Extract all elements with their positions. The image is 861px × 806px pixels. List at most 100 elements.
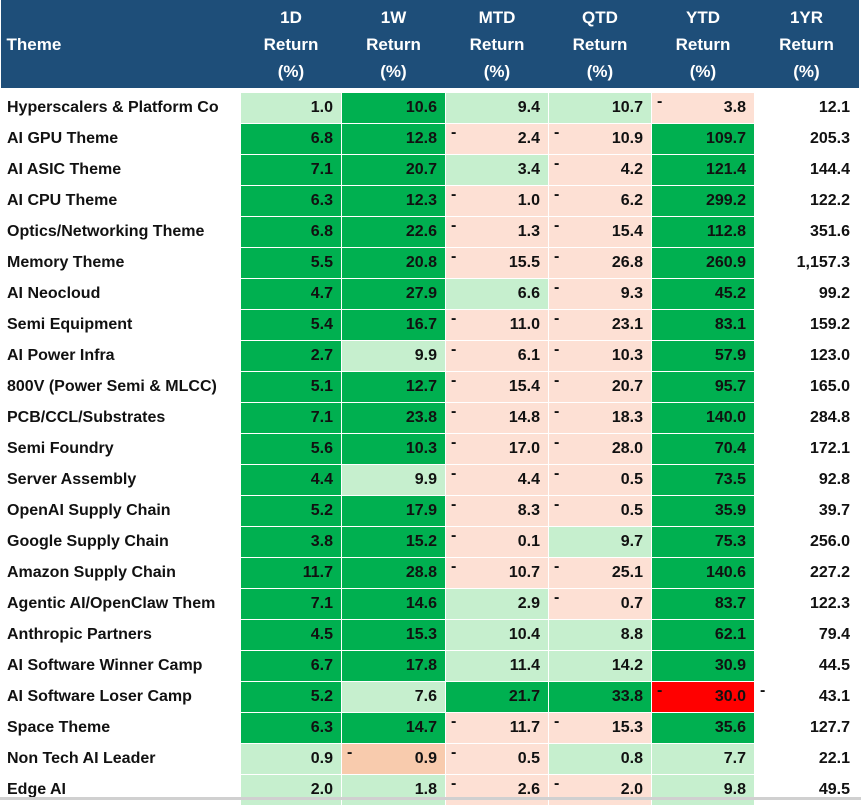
cell-1d: 3.8 (240, 526, 342, 558)
cell-qtd: - 20.7 (548, 371, 652, 403)
cell-1yr: - 43.1 (754, 681, 859, 713)
cell-value: 33.8 (611, 688, 643, 705)
cell-value: 16.7 (405, 316, 437, 333)
cell-qtd: - 2.0 (548, 774, 652, 806)
cell-value: 49.5 (818, 781, 850, 798)
cell-value: 1.3 (517, 223, 540, 240)
cell-value: 75.3 (714, 533, 746, 550)
cell-mtd: - 6.1 (445, 340, 549, 372)
cell-1d: 5.1 (240, 371, 342, 403)
cell-value: 4.4 (517, 471, 540, 488)
cell-value: 14.8 (508, 409, 540, 426)
theme-name: Optics/Networking Theme (0, 216, 241, 248)
cell-value: 14.7 (405, 719, 437, 736)
cell-1yr: 122.2 (754, 185, 859, 217)
cell-value: 299.2 (705, 192, 746, 209)
cell-mtd: 9.4 (445, 92, 549, 124)
cell-value: 83.7 (714, 595, 746, 612)
cell-value: 144.4 (809, 161, 850, 178)
theme-name: Edge AI (0, 774, 241, 806)
cell-mtd: - 8.3 (445, 495, 549, 527)
cell-mtd: - 1.0 (445, 185, 549, 217)
cell-1d: 4.7 (240, 278, 342, 310)
cell-1w: 17.8 (341, 650, 446, 682)
cell-mtd: - 4.4 (445, 464, 549, 496)
cell-ytd: - 30.0 (651, 681, 755, 713)
cell-1yr: 122.3 (754, 588, 859, 620)
cell-value: 256.0 (809, 533, 850, 550)
cell-mtd: 6.6 (445, 278, 549, 310)
cell-value: 11.0 (509, 316, 540, 333)
cell-value: 6.6 (517, 285, 540, 302)
cell-value: 95.7 (714, 378, 746, 395)
cell-ytd: 73.5 (651, 464, 755, 496)
cell-value: 22.6 (405, 223, 437, 240)
cell-1d: 11.7 (240, 557, 342, 589)
cell-1w: 16.7 (341, 309, 446, 341)
negative-sign: - (451, 527, 457, 545)
cell-value: 8.8 (620, 626, 643, 643)
cell-value: 5.2 (310, 502, 333, 519)
cell-mtd: - 1.3 (445, 216, 549, 248)
table-row: Space Theme 6.3 14.7-11.7-15.3 35.6 127.7 (0, 712, 859, 744)
theme-name: Hyperscalers & Platform Co (0, 92, 241, 124)
cell-1w: 17.9 (341, 495, 446, 527)
header-row: Theme 1D Return (%) 1W Return (%) MTD Return(… (0, 0, 859, 88)
cell-value: 18.3 (611, 409, 643, 426)
cell-1yr: 39.7 (754, 495, 859, 527)
cell-value: 140.6 (705, 564, 746, 581)
cell-1w: 27.9 (341, 278, 446, 310)
table-row: Memory Theme 5.5 20.8-15.5-26.8 260.9 1,157.… (0, 247, 859, 279)
cell-qtd: - 0.5 (548, 464, 652, 496)
negative-sign: - (554, 217, 560, 235)
cell-qtd: - 9.3 (548, 278, 652, 310)
cell-qtd: - 28.0 (548, 433, 652, 465)
cell-value: 10.7 (508, 564, 540, 581)
cell-value: 21.7 (508, 688, 540, 705)
cell-1yr: 172.1 (754, 433, 859, 465)
cell-value: 7.7 (723, 750, 746, 767)
negative-sign: - (554, 465, 560, 483)
cell-value: 172.1 (809, 440, 850, 457)
cell-value: 28.0 (611, 440, 643, 457)
cell-1yr: 92.8 (754, 464, 859, 496)
theme-name: Amazon Supply Chain (0, 557, 241, 589)
cell-1w: 12.8 (341, 123, 446, 155)
cell-value: 12.3 (405, 192, 437, 209)
table-row: Server Assembly 4.4 9.9-4.4-0.5 73.5 92.8 (0, 464, 859, 496)
negative-sign: - (554, 124, 560, 142)
cell-value: 14.2 (611, 657, 643, 674)
cell-1w: - 0.9 (341, 743, 446, 775)
cell-value: 7.6 (414, 688, 437, 705)
cell-value: 0.1 (517, 533, 540, 550)
cell-qtd: 10.7 (548, 92, 652, 124)
cell-qtd: - 15.3 (548, 712, 652, 744)
cell-value: 6.3 (310, 719, 333, 736)
cell-mtd: - 0.1 (445, 526, 549, 558)
cell-1w: 20.7 (341, 154, 446, 186)
table-row: Anthropic Partners 4.5 15.3 10.4 8.8 62.1 79.4 (0, 619, 859, 651)
cell-1d: 1.0 (240, 92, 342, 124)
cell-1yr: 79.4 (754, 619, 859, 651)
header-1yr: 1YR Return (%) (754, 0, 859, 88)
cell-value: 0.5 (620, 502, 643, 519)
cell-1yr: 284.8 (754, 402, 859, 434)
theme-name: Google Supply Chain (0, 526, 241, 558)
negative-sign: - (554, 310, 560, 328)
cell-1d: 4.4 (240, 464, 342, 496)
cell-ytd: 7.7 (651, 743, 755, 775)
cell-value: 11.4 (509, 657, 540, 674)
cell-value: 23.1 (611, 316, 643, 333)
theme-name: PCB/CCL/Substrates (0, 402, 241, 434)
cell-value: 7.1 (310, 595, 333, 612)
table-row: Non Tech AI Leader 0.9-0.9-0.5 0.8 7.7 22.1 (0, 743, 859, 775)
cell-value: 11.7 (509, 719, 540, 736)
cell-1w: 10.3 (341, 433, 446, 465)
cell-value: 30.9 (714, 657, 746, 674)
cell-value: 14.6 (405, 595, 437, 612)
table-row: PCB/CCL/Substrates 7.1 23.8-14.8-18.3 140.0… (0, 402, 859, 434)
cell-1w: 14.7 (341, 712, 446, 744)
cell-value: 127.7 (809, 719, 850, 736)
cell-1w: 7.6 (341, 681, 446, 713)
header-ytd: YTD Return (%) (651, 0, 755, 88)
